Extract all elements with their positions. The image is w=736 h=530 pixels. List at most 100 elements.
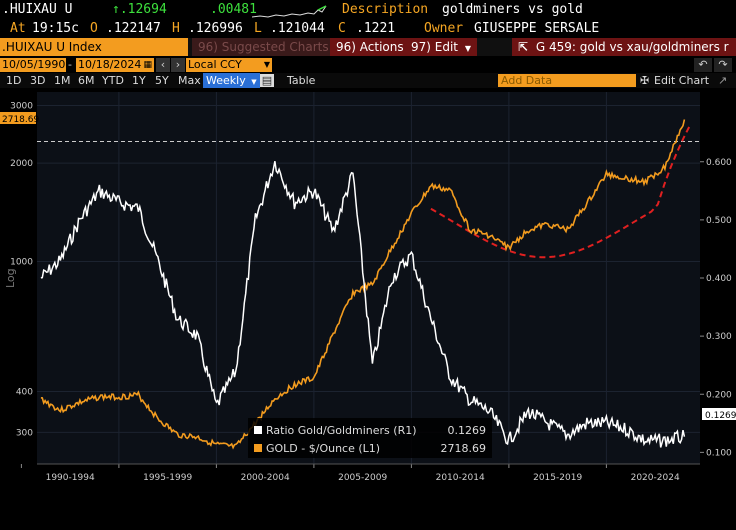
range-1y[interactable]: 1Y bbox=[132, 74, 146, 87]
undo-icon: ↶ bbox=[698, 58, 708, 71]
add-data-input[interactable]: Add Data bbox=[498, 74, 636, 87]
legend-ratio-value: 0.1269 bbox=[448, 424, 487, 437]
x-tick-label: 1990-1994 bbox=[46, 473, 95, 483]
settings-icon[interactable]: ✠ bbox=[640, 74, 650, 87]
right-axis: 0.600 0.500 0.400 0.300 0.200 0.100 bbox=[700, 158, 732, 458]
at-label: At bbox=[10, 21, 26, 36]
date-separator: - bbox=[68, 58, 72, 71]
x-tick-label: 2020-2024 bbox=[631, 473, 680, 483]
range-bar: 1D 3D 1M 6M YTD 1Y 5Y Max Weekly ▼ ▤ Tab… bbox=[0, 73, 736, 88]
right-tick-label: 0.500 bbox=[706, 216, 732, 226]
more-options-icon[interactable]: ↗ bbox=[718, 74, 728, 87]
cup-trend-curve bbox=[430, 124, 692, 259]
ticker-symbol[interactable]: .HUIXAU U bbox=[2, 2, 73, 17]
legend-gold-swatch bbox=[254, 444, 262, 452]
chart-legend: Ratio Gold/Goldminers (R1) 0.1269 GOLD -… bbox=[248, 418, 492, 458]
left-axis: 3000 2000 1000 400 300 bbox=[10, 102, 33, 439]
graph-title-label: G 459: gold vs xau/goldminers r bbox=[535, 40, 729, 54]
redo-button[interactable]: ↷ bbox=[714, 58, 732, 72]
chevron-down-icon: ▼ bbox=[263, 60, 270, 69]
range-6m[interactable]: 6M bbox=[78, 74, 95, 87]
left-tick-label: 2000 bbox=[10, 159, 33, 169]
ticker-line-2: At 19:15c O .122147 H .126996 L .121044 … bbox=[0, 21, 736, 38]
period-select[interactable]: Weekly ▼ bbox=[203, 73, 260, 88]
legend-ratio-name: Ratio Gold/Goldminers (R1) bbox=[266, 424, 417, 437]
low-label: L bbox=[254, 21, 262, 36]
range-1m[interactable]: 1M bbox=[54, 74, 71, 87]
next-period-button[interactable]: › bbox=[171, 58, 185, 72]
x-tick-label: 2010-2014 bbox=[436, 473, 485, 483]
high-value: .126996 bbox=[188, 21, 243, 36]
currency-value: Local CCY bbox=[188, 58, 242, 71]
ratio-last-tag bbox=[702, 408, 736, 420]
ticker-line-1: .HUIXAU U ↑.12694 .00481 Description gol… bbox=[0, 2, 736, 19]
chevron-left-icon: ‹ bbox=[160, 58, 166, 71]
x-axis: 1990-1994 1995-1999 2000-2004 2005-2009 2010… bbox=[20, 463, 700, 483]
open-label: O bbox=[90, 21, 98, 36]
right-tick-label: 0.600 bbox=[706, 158, 732, 168]
right-tick-label: 0.400 bbox=[706, 274, 732, 284]
currency-select[interactable]: Local CCY ▼ bbox=[186, 58, 272, 72]
range-5y[interactable]: 5Y bbox=[155, 74, 169, 87]
start-date-input[interactable]: 10/05/1990 bbox=[0, 58, 66, 72]
edit-label: 97) Edit bbox=[411, 40, 459, 54]
plot-area bbox=[37, 92, 700, 464]
right-tick-label: 0.100 bbox=[706, 448, 732, 458]
undo-button[interactable]: ↶ bbox=[694, 58, 712, 72]
range-max[interactable]: Max bbox=[178, 74, 201, 87]
chevron-down-icon: ▼ bbox=[251, 78, 257, 86]
gold-last-tag bbox=[0, 112, 36, 124]
x-tick-label: 2005-2009 bbox=[338, 473, 387, 483]
ratio-series-line bbox=[40, 161, 686, 448]
left-tick-label: 1000 bbox=[10, 257, 33, 267]
quote-time: 19:15c bbox=[32, 21, 79, 36]
net-change: .00481 bbox=[210, 2, 257, 17]
x-tick-label: 2015-2019 bbox=[533, 473, 582, 483]
range-1d[interactable]: 1D bbox=[6, 74, 22, 87]
right-tick-label: 0.200 bbox=[706, 390, 732, 400]
command-bar: .HUIXAU U Index 96) Suggested Charts 96)… bbox=[0, 38, 736, 56]
range-ytd[interactable]: YTD bbox=[102, 74, 124, 87]
low-value: .121044 bbox=[270, 21, 325, 36]
graph-title[interactable]: ⇱ G 459: gold vs xau/goldminers r bbox=[512, 38, 736, 56]
edit-menu[interactable]: 97) Edit ▼ bbox=[405, 38, 477, 56]
ratio-last-value: 0.1269 bbox=[705, 411, 736, 421]
range-3d[interactable]: 3D bbox=[30, 74, 46, 87]
table-button[interactable]: Table bbox=[287, 74, 316, 87]
close-label: C bbox=[338, 21, 346, 36]
date-bar: 10/05/1990 - 10/18/2024 ▦ ‹ › Local CCY … bbox=[0, 58, 736, 72]
actions-label: 96) Actions bbox=[336, 40, 404, 54]
gold-last-value: 2718.69 bbox=[2, 115, 39, 125]
last-price: ↑.12694 bbox=[112, 2, 167, 17]
owner-label: Owner bbox=[424, 21, 464, 36]
edit-chart-button[interactable]: Edit Chart bbox=[654, 74, 710, 87]
x-tick-label: 2000-2004 bbox=[241, 473, 290, 483]
chart-type-icon[interactable]: ▤ bbox=[260, 74, 274, 87]
prev-period-button[interactable]: ‹ bbox=[156, 58, 170, 72]
period-value: Weekly bbox=[206, 74, 246, 87]
chevron-right-icon: › bbox=[175, 58, 181, 71]
high-label: H bbox=[172, 21, 180, 36]
security-field[interactable]: .HUIXAU U Index bbox=[0, 38, 188, 56]
left-axis-label: Log bbox=[4, 268, 17, 288]
open-value: .122147 bbox=[106, 21, 161, 36]
left-tick-label: 400 bbox=[16, 387, 33, 397]
chevron-down-icon: ▼ bbox=[464, 44, 471, 53]
calendar-icon: ▦ bbox=[143, 60, 152, 70]
legend-gold-value: 2718.69 bbox=[441, 442, 487, 455]
legend-gold-name: GOLD - $/Ounce (L1) bbox=[266, 442, 380, 455]
external-link-icon: ⇱ bbox=[518, 40, 529, 54]
gold-series-line bbox=[40, 119, 686, 450]
legend-ratio-swatch bbox=[254, 426, 262, 434]
end-date-input[interactable]: 10/18/2024 ▦ bbox=[76, 58, 154, 72]
x-tick-label: 1995-1999 bbox=[143, 473, 192, 483]
right-tick-label: 0.300 bbox=[706, 332, 732, 342]
suggested-charts-button[interactable]: 96) Suggested Charts bbox=[192, 38, 335, 56]
legend-background bbox=[248, 418, 492, 458]
close-value: .1221 bbox=[356, 21, 396, 36]
description-label: Description bbox=[342, 2, 429, 17]
end-date-value: 10/18/2024 bbox=[78, 58, 142, 71]
left-tick-label: 3000 bbox=[10, 102, 33, 112]
owner-value: GIUSEPPE SERSALE bbox=[474, 21, 600, 36]
